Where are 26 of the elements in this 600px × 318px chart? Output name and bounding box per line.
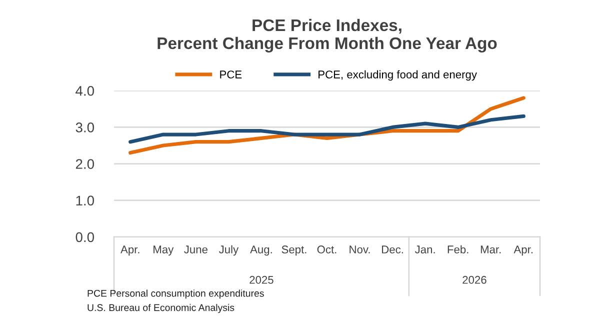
- chart-title: PCE Price Indexes, Percent Change From Month One Year Ago: [158, 18, 497, 52]
- text: 2026: [462, 276, 486, 284]
- x-tick-label: Apr.: [120, 246, 140, 256]
- x-tick-label: July: [218, 245, 239, 256]
- line-series: [128, 114, 526, 144]
- x-tick-label: Dec.: [382, 246, 403, 254]
- y-tick-label: 3.0: [76, 122, 94, 132]
- x-tick-label: Feb.: [448, 245, 468, 254]
- legend-label: PCE, excluding food and energy: [318, 70, 477, 81]
- x-tick-label: May: [154, 246, 174, 256]
- x-tick-label: Sept.: [282, 246, 306, 256]
- x-tick-label: Jan.: [414, 246, 435, 254]
- x-tick-label: Nov.: [350, 246, 370, 254]
- x-tick-label: Apr.: [514, 246, 532, 256]
- x-tick-label: Oct.: [317, 246, 336, 254]
- x-tick-label: Aug.: [250, 246, 272, 256]
- text: PCE Personal consumption expenditures: [88, 290, 264, 299]
- x-tick-label: Mar.: [480, 246, 501, 254]
- legend-label: PCE: [220, 70, 242, 78]
- y-tick-label: 4.0: [76, 86, 94, 96]
- text: 2025: [250, 276, 274, 284]
- text: U.S. Bureau of Economic Analysis: [88, 304, 234, 313]
- x-tick-label: June: [184, 246, 208, 254]
- y-tick-label: 0.0: [76, 232, 94, 242]
- y-tick-label: 2.0: [76, 159, 94, 169]
- y-tick-label: 1.0: [76, 196, 94, 206]
